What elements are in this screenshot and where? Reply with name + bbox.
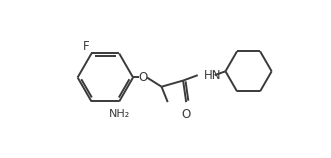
Text: HN: HN	[204, 69, 221, 82]
Text: O: O	[182, 107, 191, 121]
Text: F: F	[82, 40, 89, 53]
Text: NH₂: NH₂	[109, 109, 131, 119]
Text: O: O	[138, 71, 148, 84]
